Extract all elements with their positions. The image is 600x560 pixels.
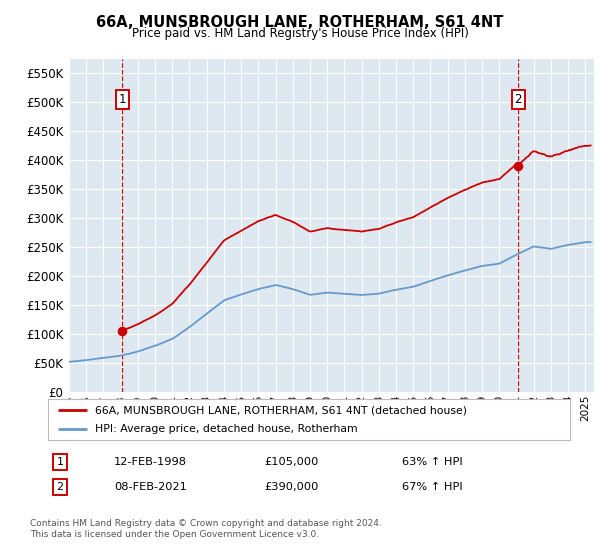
Text: 2: 2 xyxy=(56,482,64,492)
Text: 66A, MUNSBROUGH LANE, ROTHERHAM, S61 4NT (detached house): 66A, MUNSBROUGH LANE, ROTHERHAM, S61 4NT… xyxy=(95,405,467,415)
Text: 1: 1 xyxy=(56,457,64,467)
Text: 67% ↑ HPI: 67% ↑ HPI xyxy=(402,482,463,492)
Text: HPI: Average price, detached house, Rotherham: HPI: Average price, detached house, Roth… xyxy=(95,424,358,433)
Text: 63% ↑ HPI: 63% ↑ HPI xyxy=(402,457,463,467)
Text: 1: 1 xyxy=(119,93,126,106)
Text: Contains HM Land Registry data © Crown copyright and database right 2024.
This d: Contains HM Land Registry data © Crown c… xyxy=(30,520,382,539)
Text: 08-FEB-2021: 08-FEB-2021 xyxy=(114,482,187,492)
Text: £390,000: £390,000 xyxy=(264,482,319,492)
Text: 66A, MUNSBROUGH LANE, ROTHERHAM, S61 4NT: 66A, MUNSBROUGH LANE, ROTHERHAM, S61 4NT xyxy=(97,15,503,30)
Text: 2: 2 xyxy=(515,93,522,106)
Text: Price paid vs. HM Land Registry's House Price Index (HPI): Price paid vs. HM Land Registry's House … xyxy=(131,27,469,40)
Text: 12-FEB-1998: 12-FEB-1998 xyxy=(114,457,187,467)
Point xyxy=(514,161,523,170)
Text: £105,000: £105,000 xyxy=(264,457,319,467)
Point xyxy=(118,326,127,335)
